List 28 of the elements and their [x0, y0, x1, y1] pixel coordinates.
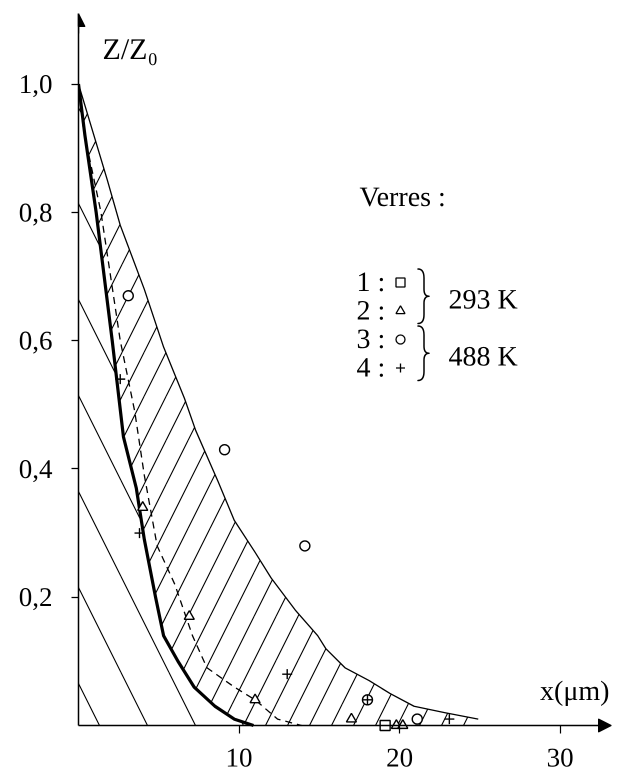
- x-tick-label: 20: [386, 742, 414, 772]
- y-tick-label: 0,4: [18, 454, 53, 484]
- x-tick-label: 10: [226, 742, 253, 772]
- point: [249, 693, 261, 704]
- x-axis-title: x(μm): [540, 676, 610, 707]
- point: [137, 500, 148, 511]
- y-tick-label: 0,6: [18, 326, 52, 356]
- legend-title: Verres :: [360, 182, 446, 213]
- annotation: 488 K: [448, 341, 518, 372]
- legend-label: 1 :: [356, 267, 386, 298]
- point: [114, 373, 126, 385]
- annotation: 293 K: [448, 284, 518, 316]
- point: [218, 444, 230, 456]
- legend-label: 2 :: [356, 296, 386, 326]
- legend-label: 4 :: [356, 352, 386, 384]
- y-tick-label: 1,0: [18, 69, 52, 100]
- point: [412, 713, 423, 725]
- point: [122, 290, 134, 302]
- point: [299, 540, 311, 552]
- x-tick-label: 30: [546, 742, 574, 772]
- point: [444, 713, 456, 725]
- point: [282, 668, 293, 680]
- y-tick-label: 0,8: [18, 197, 52, 228]
- point: [346, 712, 358, 723]
- point: [184, 610, 195, 620]
- y-tick-label: 0,2: [18, 582, 52, 612]
- legend-label: 3 :: [356, 324, 386, 355]
- y-axis-title: Z/Z₀: [102, 33, 158, 66]
